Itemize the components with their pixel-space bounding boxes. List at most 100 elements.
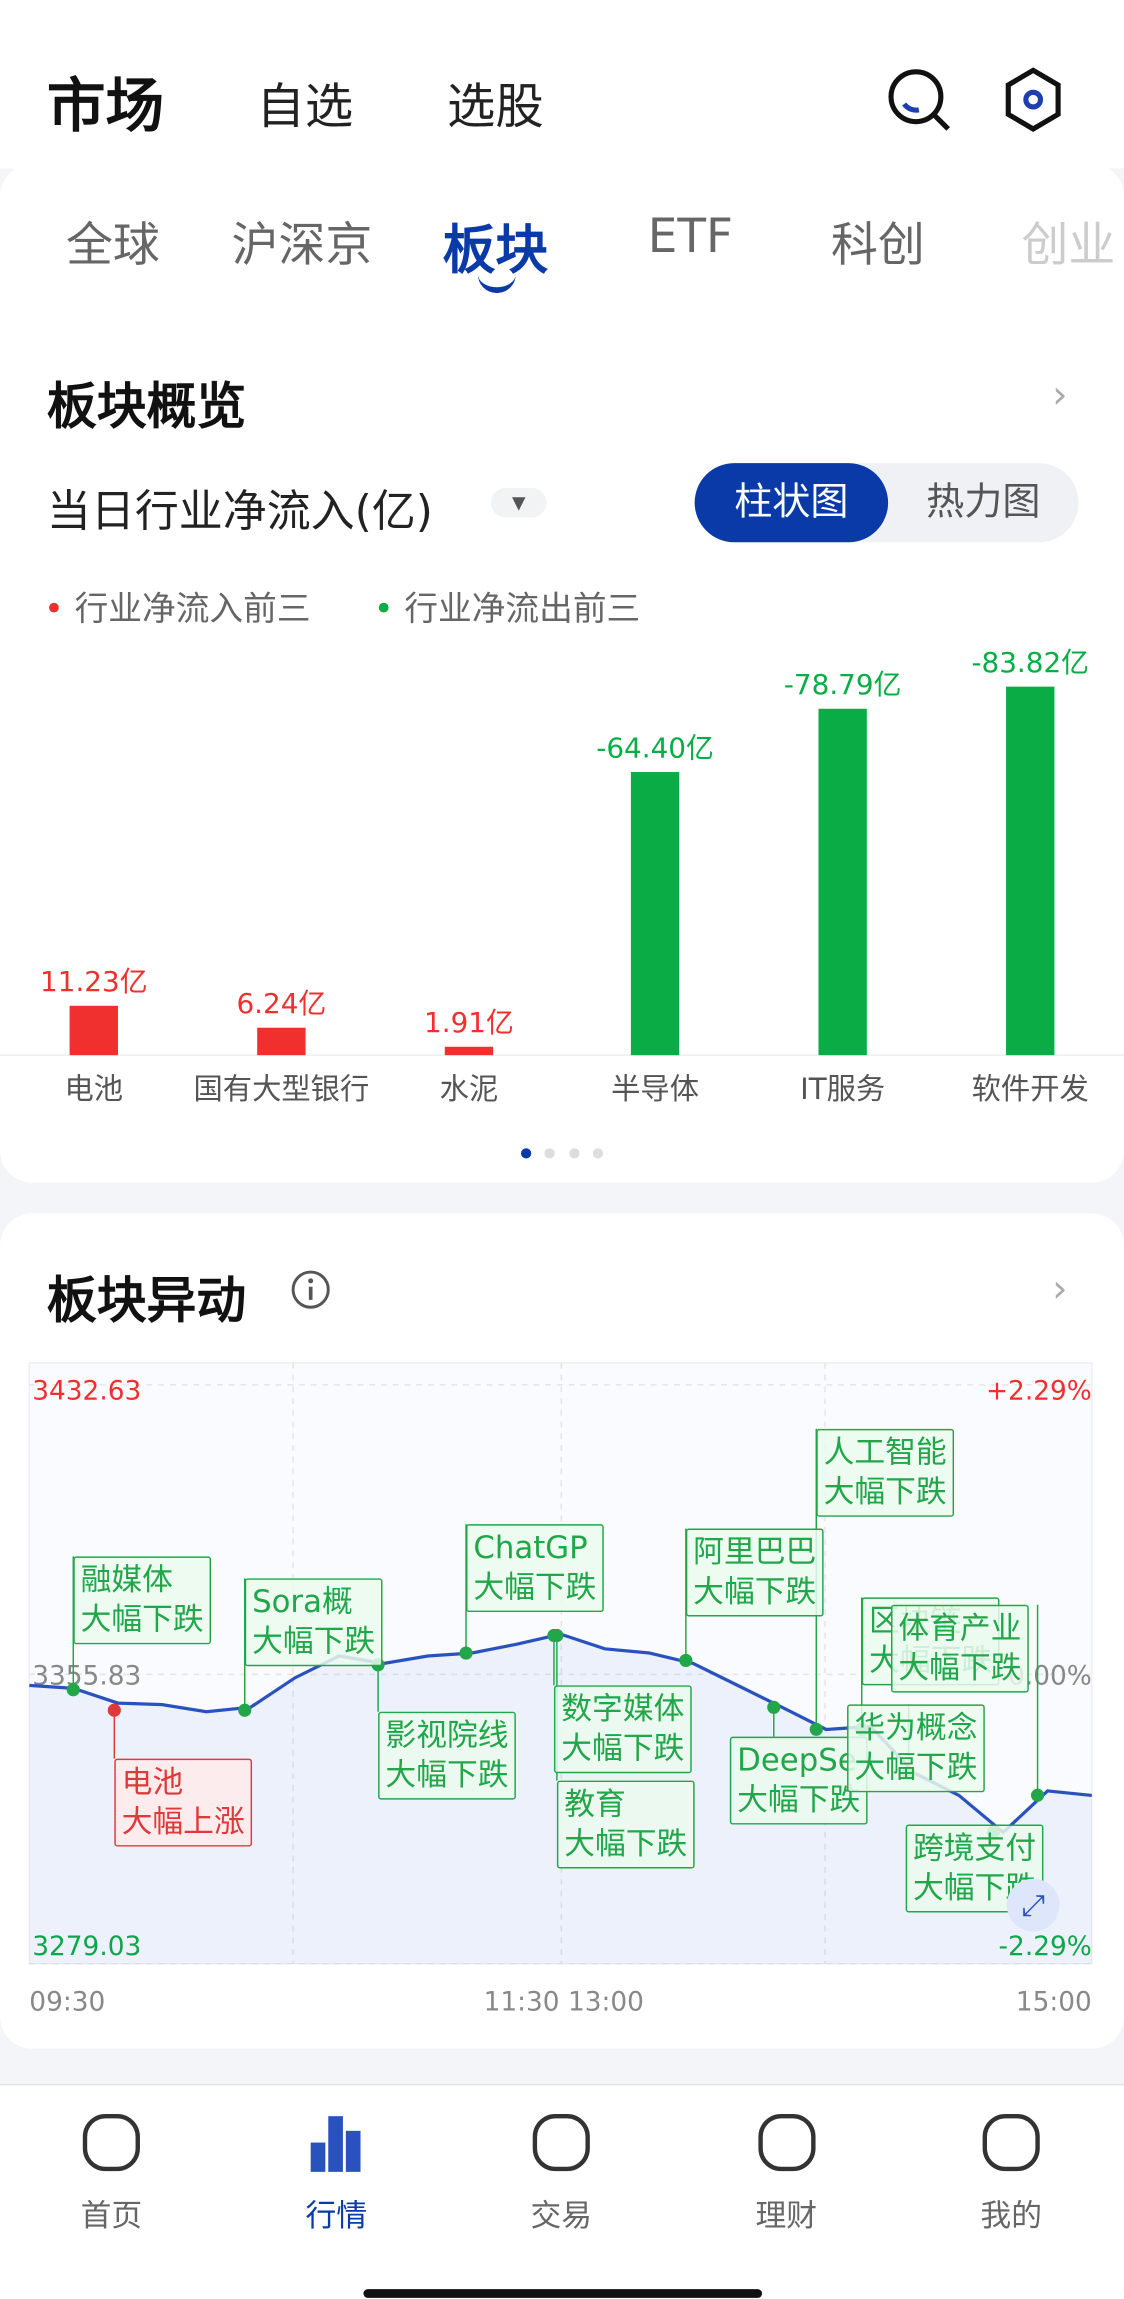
tab[interactable]: 选股: [446, 77, 544, 135]
icon-part: [757, 2113, 815, 2172]
annotation-label: 大幅下跌: [473, 1569, 597, 1605]
page-dot: [592, 1148, 604, 1159]
subtab[interactable]: 创业: [1021, 216, 1116, 273]
annotation: 数字媒体 大幅下跌: [553, 1685, 692, 1774]
annotation-label: 大幅下跌: [385, 1757, 509, 1793]
annotation-name: 体育产业: [898, 1610, 1022, 1646]
annotation-name: 影视院线: [385, 1717, 509, 1753]
annotation-label: 大幅下跌: [561, 1730, 685, 1766]
annotation-name: 教育: [564, 1786, 626, 1822]
dropdown[interactable]: ▼: [490, 488, 547, 518]
bottom-nav: [0, 2083, 1124, 2299]
annotation-name: 融媒体: [80, 1562, 173, 1598]
nav-label[interactable]: 我的: [980, 2198, 1042, 2234]
bar: [1006, 686, 1055, 1056]
section-title: 板块异动: [46, 1272, 247, 1331]
bar-label: 1.91亿: [424, 1006, 514, 1039]
info-icon[interactable]: [290, 1269, 331, 1310]
annotation-dot: [459, 1646, 473, 1660]
bar-label: -78.79亿: [784, 668, 902, 701]
page-dot: [544, 1148, 555, 1159]
icon-part: [327, 2116, 343, 2172]
annotation-label: 大幅上涨: [121, 1804, 245, 1840]
tab[interactable]: 自选: [256, 77, 354, 135]
nav-icon: [82, 2113, 140, 2172]
bar-label: -64.40亿: [596, 731, 714, 764]
category-label: IT服务: [800, 1072, 885, 1106]
category-label: 电池: [64, 1072, 123, 1106]
category-label: 软件开发: [972, 1072, 1089, 1106]
annotation-name: DeepSe: [737, 1742, 857, 1778]
annotation-dot: [1030, 1788, 1045, 1802]
chevron[interactable]: ›: [1052, 1267, 1068, 1312]
settings-icon[interactable]: [1002, 66, 1064, 133]
search-icon[interactable]: [885, 66, 952, 133]
nav-label[interactable]: 首页: [80, 2198, 143, 2234]
annotation-dot: [550, 1628, 564, 1643]
annotation-name: 阿里巴巴: [693, 1534, 817, 1570]
annotation: 影视院线 大幅下跌: [378, 1711, 516, 1800]
subtab-indicator: [477, 273, 516, 294]
nav-label[interactable]: 行情: [305, 2198, 368, 2234]
legend-item: 行业净流出前三: [404, 590, 641, 629]
metric-select[interactable]: 当日行业净流入(亿): [46, 486, 433, 538]
annotation-dot: [238, 1703, 252, 1717]
subtab[interactable]: ETF: [647, 208, 734, 264]
x-tick-label: 09:30: [29, 1988, 105, 2018]
category-label: 半导体: [611, 1072, 699, 1106]
icon-part: [309, 2142, 325, 2172]
annotation-name: ChatGP: [473, 1529, 588, 1566]
annotation: 人工智能 大幅下跌: [816, 1428, 955, 1517]
tab[interactable]: 市场: [46, 73, 165, 141]
bar-label: -83.82亿: [971, 646, 1089, 679]
home-indicator: [363, 2289, 763, 2298]
toggle-off[interactable]: 热力图: [926, 480, 1041, 525]
category-label: 水泥: [440, 1072, 499, 1106]
category-label: 国有大型银行: [193, 1072, 369, 1106]
x-tick-label: 11:30 13:00: [484, 1988, 644, 2018]
annotation-label: 大幅下跌: [898, 1650, 1022, 1686]
annotation-dot: [66, 1683, 80, 1697]
annotation-label: 大幅下跌: [80, 1601, 204, 1637]
section-title: 板块概览: [46, 378, 247, 437]
bar-label: 6.24亿: [236, 987, 326, 1020]
subtab[interactable]: 科创: [830, 216, 925, 273]
bar: [257, 1027, 306, 1056]
nav-icon: [309, 2116, 360, 2172]
annotation-label: 大幅下跌: [252, 1623, 376, 1659]
legend-item: 行业净流入前三: [74, 590, 311, 629]
bar-label: 11.23亿: [40, 965, 148, 998]
page-dot: [569, 1148, 580, 1159]
nav-icon: [757, 2113, 815, 2172]
annotation: 华为概念 大幅下跌: [847, 1704, 985, 1793]
subtab[interactable]: 板块: [442, 221, 549, 282]
bar: [818, 708, 867, 1056]
toggle-on[interactable]: 柱状图: [694, 463, 889, 543]
annotation-name: 人工智能: [823, 1434, 947, 1470]
x-tick-label: 15:00: [1016, 1988, 1092, 2018]
nav-label[interactable]: 理财: [755, 2198, 818, 2234]
legend: • 行业净流入前三: [43, 590, 311, 629]
legend: • 行业净流出前三: [373, 590, 641, 629]
nav-label[interactable]: 交易: [530, 2198, 593, 2234]
annotation-name: 电池: [121, 1764, 184, 1800]
nav-icon: [982, 2113, 1040, 2172]
nav-icon: [532, 2113, 590, 2172]
y2-tick-label: -2.29%: [999, 1932, 1092, 1962]
icon-part: [82, 2113, 140, 2172]
subtab[interactable]: 沪深京: [231, 216, 373, 273]
annotation: Sora概 大幅下跌: [244, 1578, 383, 1667]
expand-button[interactable]: ⤢: [1006, 1878, 1060, 1932]
subtab[interactable]: 全球: [65, 216, 160, 273]
y-tick-label: 3432.63: [32, 1377, 141, 1407]
chevron[interactable]: ›: [1052, 373, 1068, 418]
annotation-label: 大幅下跌: [693, 1573, 817, 1610]
annotation: 融媒体 大幅下跌: [73, 1556, 212, 1645]
annotation-name: 华为概念: [854, 1710, 978, 1746]
annotation-label: 大幅下跌: [737, 1782, 861, 1818]
annotation: 教育 大幅下跌: [556, 1780, 695, 1869]
y2-tick-label: +2.29%: [986, 1377, 1092, 1407]
icon-part: [345, 2130, 360, 2172]
